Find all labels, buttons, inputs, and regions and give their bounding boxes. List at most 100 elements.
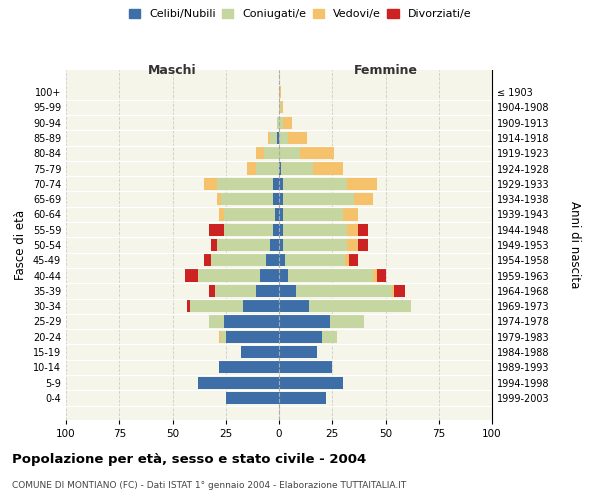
Bar bbox=[353, 193, 373, 205]
Bar bbox=[279, 208, 283, 220]
Bar bbox=[281, 162, 313, 174]
Bar bbox=[217, 239, 271, 251]
Bar bbox=[279, 362, 332, 374]
Bar bbox=[243, 300, 279, 312]
Y-axis label: Anni di nascita: Anni di nascita bbox=[568, 202, 581, 288]
Bar bbox=[347, 224, 358, 236]
Bar bbox=[279, 392, 326, 404]
Bar bbox=[358, 239, 368, 251]
Bar bbox=[279, 270, 287, 281]
Bar bbox=[373, 270, 377, 281]
Bar bbox=[226, 330, 279, 343]
Bar bbox=[279, 178, 283, 190]
Bar bbox=[209, 224, 224, 236]
Bar bbox=[309, 300, 411, 312]
Bar bbox=[345, 254, 349, 266]
Bar bbox=[224, 224, 272, 236]
Bar bbox=[287, 132, 307, 144]
Bar bbox=[279, 300, 309, 312]
Bar bbox=[266, 254, 279, 266]
Bar bbox=[279, 316, 330, 328]
Bar bbox=[271, 239, 279, 251]
Bar bbox=[226, 392, 279, 404]
Bar bbox=[247, 162, 256, 174]
Bar bbox=[271, 132, 277, 144]
Bar bbox=[185, 270, 198, 281]
Text: COMUNE DI MONTIANO (FC) - Dati ISTAT 1° gennaio 2004 - Elaborazione TUTTAITALIA.: COMUNE DI MONTIANO (FC) - Dati ISTAT 1° … bbox=[12, 481, 406, 490]
Bar bbox=[330, 316, 364, 328]
Bar bbox=[224, 316, 279, 328]
Bar bbox=[283, 239, 347, 251]
Bar bbox=[221, 330, 226, 343]
Text: Popolazione per età, sesso e stato civile - 2004: Popolazione per età, sesso e stato civil… bbox=[12, 452, 366, 466]
Bar bbox=[283, 116, 292, 128]
Text: Maschi: Maschi bbox=[148, 64, 197, 76]
Bar bbox=[283, 224, 347, 236]
Bar bbox=[347, 178, 377, 190]
Bar bbox=[211, 254, 266, 266]
Bar bbox=[268, 132, 271, 144]
Bar bbox=[279, 224, 283, 236]
Bar bbox=[277, 116, 279, 128]
Bar bbox=[224, 208, 275, 220]
Bar bbox=[220, 330, 221, 343]
Bar bbox=[349, 254, 358, 266]
Bar bbox=[313, 162, 343, 174]
Bar bbox=[279, 162, 281, 174]
Bar bbox=[205, 254, 211, 266]
Bar bbox=[187, 300, 190, 312]
Bar bbox=[217, 178, 272, 190]
Bar bbox=[322, 330, 337, 343]
Bar bbox=[283, 193, 353, 205]
Text: Femmine: Femmine bbox=[353, 64, 418, 76]
Bar bbox=[220, 362, 279, 374]
Bar bbox=[190, 300, 243, 312]
Bar bbox=[264, 147, 279, 160]
Bar bbox=[198, 270, 260, 281]
Bar bbox=[279, 346, 317, 358]
Bar bbox=[275, 208, 279, 220]
Bar bbox=[279, 132, 287, 144]
Bar bbox=[221, 193, 272, 205]
Bar bbox=[279, 101, 281, 114]
Bar bbox=[256, 147, 264, 160]
Legend: Celibi/Nubili, Coniugati/e, Vedovi/e, Divorziati/e: Celibi/Nubili, Coniugati/e, Vedovi/e, Di… bbox=[125, 6, 475, 22]
Bar bbox=[377, 270, 386, 281]
Bar bbox=[286, 254, 345, 266]
Bar bbox=[279, 330, 322, 343]
Bar bbox=[279, 193, 283, 205]
Bar bbox=[209, 316, 224, 328]
Y-axis label: Fasce di età: Fasce di età bbox=[14, 210, 27, 280]
Bar bbox=[296, 285, 392, 297]
Bar bbox=[277, 132, 279, 144]
Bar bbox=[279, 285, 296, 297]
Bar bbox=[394, 285, 404, 297]
Bar bbox=[347, 239, 358, 251]
Bar bbox=[205, 178, 217, 190]
Bar bbox=[272, 178, 279, 190]
Bar bbox=[279, 239, 283, 251]
Bar bbox=[198, 376, 279, 389]
Bar bbox=[272, 224, 279, 236]
Bar bbox=[256, 162, 279, 174]
Bar bbox=[256, 285, 279, 297]
Bar bbox=[272, 193, 279, 205]
Bar bbox=[217, 193, 221, 205]
Bar bbox=[283, 178, 347, 190]
Bar bbox=[241, 346, 279, 358]
Bar bbox=[281, 101, 283, 114]
Bar bbox=[301, 147, 334, 160]
Bar bbox=[220, 208, 224, 220]
Bar bbox=[279, 116, 283, 128]
Bar bbox=[209, 285, 215, 297]
Bar bbox=[279, 147, 301, 160]
Bar bbox=[211, 239, 217, 251]
Bar bbox=[260, 270, 279, 281]
Bar bbox=[283, 208, 343, 220]
Bar bbox=[279, 376, 343, 389]
Bar bbox=[215, 285, 256, 297]
Bar bbox=[358, 224, 368, 236]
Bar bbox=[279, 254, 286, 266]
Bar bbox=[392, 285, 394, 297]
Bar bbox=[287, 270, 373, 281]
